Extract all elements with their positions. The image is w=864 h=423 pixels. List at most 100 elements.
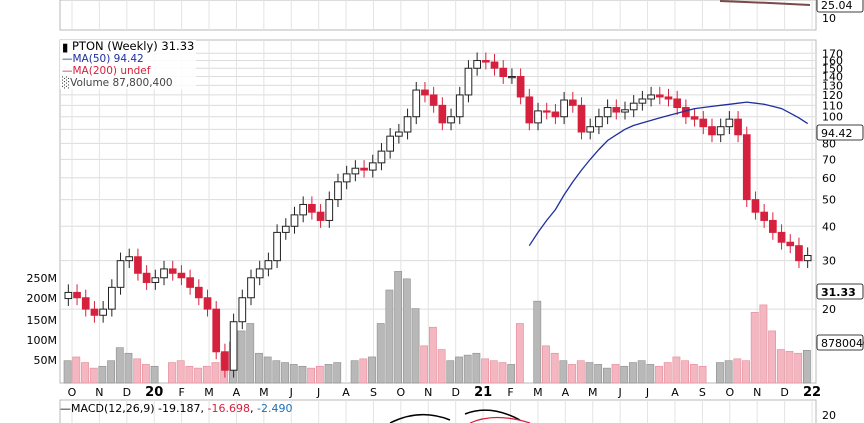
- candle-body: [481, 60, 490, 63]
- volume-bar: [446, 360, 455, 384]
- x-axis-label: J: [645, 386, 649, 399]
- volume-bar: [455, 356, 463, 384]
- x-axis-label: A: [671, 386, 679, 399]
- macd-line-2: [464, 409, 521, 421]
- candle-body: [64, 291, 73, 300]
- volume-bar: [176, 360, 185, 384]
- volume-bar: [115, 347, 124, 384]
- candle-body: [368, 162, 377, 171]
- x-axis-label: 21: [474, 385, 492, 400]
- volume-bar: [437, 349, 446, 384]
- volume-bar: [594, 364, 603, 384]
- candle-body: [534, 110, 542, 124]
- candle-body: [595, 116, 603, 128]
- x-axis-label: D: [451, 386, 459, 399]
- candle-body: [638, 98, 647, 104]
- candle-body: [403, 116, 412, 133]
- candle-body: [455, 94, 464, 118]
- x-axis-label: M: [588, 386, 598, 399]
- volume-bar: [542, 345, 550, 384]
- main-panel-frame: [59, 39, 817, 384]
- candle-legend-icon: ▮: [62, 39, 69, 54]
- x-axis-label: S: [370, 386, 377, 399]
- x-axis-label: N: [753, 386, 761, 399]
- volume-bar: [359, 358, 368, 384]
- volume-bar: [350, 360, 359, 384]
- candle-body: [742, 134, 751, 201]
- last-price-tag-box: [816, 283, 864, 300]
- candle-body: [655, 94, 664, 98]
- volume-bar: [716, 362, 724, 384]
- candle-body: [760, 211, 769, 221]
- volume-bar: [672, 356, 681, 384]
- volume-bar: [98, 365, 107, 384]
- volume-bar: [637, 360, 646, 384]
- x-axis-label: S: [699, 386, 706, 399]
- volume-tag-box: [816, 334, 864, 351]
- candle-body: [421, 89, 429, 96]
- volume-bar: [724, 360, 733, 384]
- candle-body: [81, 297, 90, 310]
- volume-bar: [315, 365, 324, 384]
- price-tick-label: 60: [822, 172, 836, 185]
- candle-body: [560, 99, 568, 118]
- top-panel-tag: 25.04: [821, 0, 853, 12]
- x-axis-label: F: [178, 386, 184, 399]
- candle-body: [134, 256, 142, 274]
- x-axis-label: A: [342, 386, 350, 399]
- candle-body: [464, 67, 473, 96]
- volume-bar: [298, 365, 307, 384]
- candle-body: [786, 241, 795, 247]
- volume-tick-label: 250M: [27, 272, 58, 285]
- x-axis-label: D: [780, 386, 788, 399]
- x-axis-label: D: [123, 386, 131, 399]
- volume-bar: [376, 323, 385, 384]
- legend-volume: ░Volume 87,800,400: [62, 76, 173, 89]
- candle-body: [194, 286, 203, 299]
- x-axis-label: N: [95, 386, 103, 399]
- candle-body: [334, 181, 342, 201]
- x-axis-label: 20: [145, 385, 163, 400]
- macd-signal-value: -16.698: [207, 402, 250, 415]
- volume-bar: [150, 365, 159, 384]
- candle-body: [603, 107, 612, 118]
- price-tick-label: 80: [822, 137, 836, 150]
- candle-body: [568, 99, 577, 106]
- candle-body: [142, 272, 151, 283]
- volume-bar: [742, 360, 750, 384]
- volume-bar: [776, 349, 785, 384]
- volume-bar: [246, 323, 255, 384]
- volume-bar: [689, 364, 698, 384]
- volume-bar: [463, 354, 472, 384]
- candle-body: [412, 89, 421, 118]
- candle-body: [508, 76, 516, 79]
- volume-bar: [620, 365, 629, 384]
- candle-body: [151, 277, 160, 283]
- candle-body: [699, 118, 708, 128]
- candle-body: [673, 98, 682, 109]
- volume-bar: [759, 304, 768, 384]
- macd-label: MACD(12,26,9): [71, 402, 155, 415]
- candle-body: [438, 104, 447, 124]
- volume-bar: [507, 364, 516, 384]
- x-axis-label: J: [289, 386, 293, 399]
- volume-bar: [655, 365, 663, 384]
- volume-bar: [750, 312, 759, 384]
- candle-body: [264, 260, 273, 270]
- candle-body: [351, 167, 360, 175]
- price-tick-label: 140: [822, 71, 843, 84]
- volume-bar: [89, 367, 98, 384]
- volume-bar: [394, 271, 403, 384]
- candle-body: [751, 199, 760, 213]
- candle-body: [377, 150, 386, 164]
- volume-bar: [794, 352, 803, 384]
- candle-body: [429, 94, 438, 106]
- volume-bar: [402, 278, 411, 384]
- price-tick-label: 120: [822, 89, 843, 102]
- volume-bar: [698, 365, 707, 384]
- volume-bar: [289, 364, 298, 384]
- candle-body: [734, 118, 742, 136]
- candle-body: [664, 96, 673, 100]
- candle-body: [690, 116, 699, 120]
